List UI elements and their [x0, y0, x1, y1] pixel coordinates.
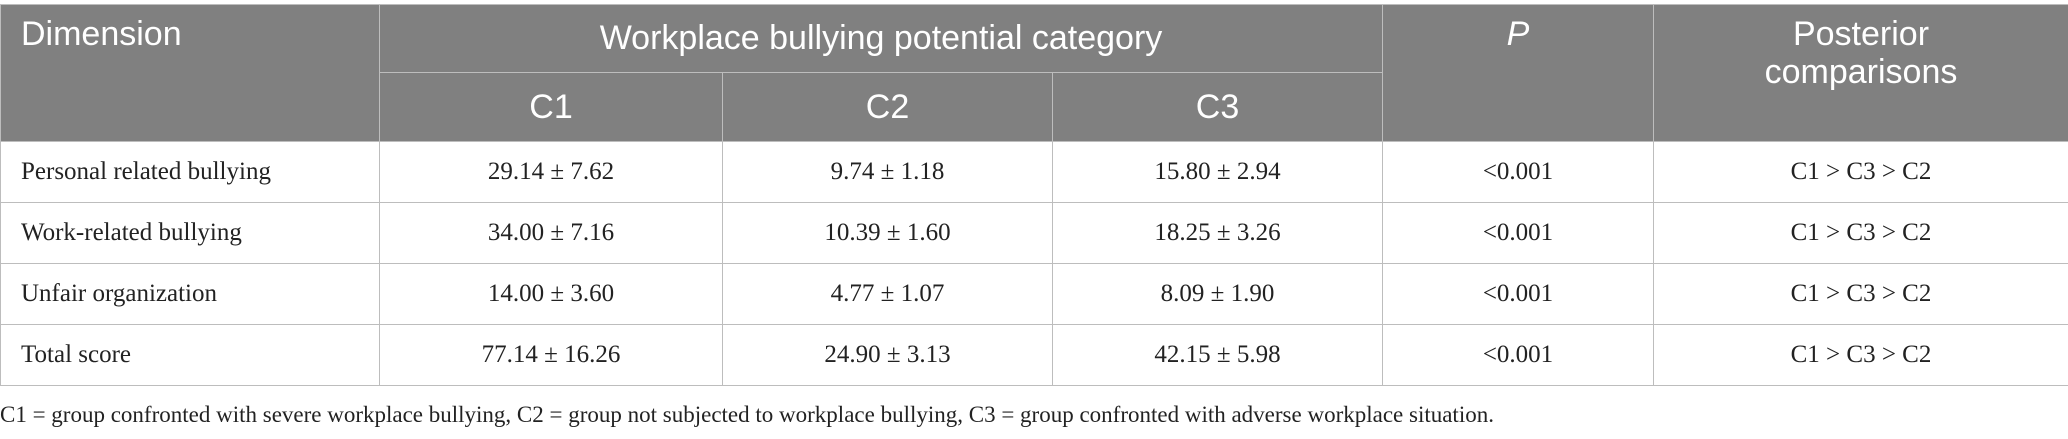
results-table-container: Dimension Workplace bullying potential c… — [0, 4, 2068, 386]
row-c3-value: 8.09 ± 1.90 — [1052, 263, 1383, 325]
row-c1-value: 77.14 ± 16.26 — [379, 324, 723, 386]
table-body: Personal related bullying 29.14 ± 7.62 9… — [0, 141, 2068, 386]
row-p-value: <0.001 — [1382, 324, 1654, 386]
header-p: P — [1382, 4, 1654, 142]
table-row: Work-related bullying 34.00 ± 7.16 10.39… — [0, 202, 2068, 264]
header-dimension: Dimension — [0, 4, 380, 142]
table-footnote: C1 = group confronted with severe workpl… — [0, 402, 1494, 427]
row-p-value: <0.001 — [1382, 202, 1654, 264]
row-c3-value: 15.80 ± 2.94 — [1052, 141, 1383, 203]
header-posterior-line1: Posterior — [1792, 15, 1930, 53]
row-c1-value: 34.00 ± 7.16 — [379, 202, 723, 264]
header-c3: C3 — [1052, 72, 1383, 142]
header-c2: C2 — [722, 72, 1053, 142]
header-group: Workplace bullying potential category — [379, 4, 1383, 73]
header-posterior-line2: comparisons — [1764, 53, 1958, 91]
row-dimension: Unfair organization — [0, 263, 380, 325]
results-table: Dimension Workplace bullying potential c… — [0, 4, 2068, 386]
row-dimension: Personal related bullying — [0, 141, 380, 203]
header-row-1: Dimension Workplace bullying potential c… — [0, 4, 2068, 142]
row-c2-value: 9.74 ± 1.18 — [722, 141, 1053, 203]
row-c1-value: 29.14 ± 7.62 — [379, 141, 723, 203]
table-row: Personal related bullying 29.14 ± 7.62 9… — [0, 141, 2068, 203]
row-posterior: C1 > C3 > C2 — [1653, 202, 2068, 264]
table-row: Total score 77.14 ± 16.26 24.90 ± 3.13 4… — [0, 324, 2068, 386]
row-dimension: Work-related bullying — [0, 202, 380, 264]
row-c3-value: 42.15 ± 5.98 — [1052, 324, 1383, 386]
table-header: Dimension Workplace bullying potential c… — [0, 4, 2068, 142]
row-posterior: C1 > C3 > C2 — [1653, 141, 2068, 203]
row-p-value: <0.001 — [1382, 141, 1654, 203]
row-c1-value: 14.00 ± 3.60 — [379, 263, 723, 325]
row-dimension: Total score — [0, 324, 380, 386]
row-c2-value: 10.39 ± 1.60 — [722, 202, 1053, 264]
row-c3-value: 18.25 ± 3.26 — [1052, 202, 1383, 264]
row-posterior: C1 > C3 > C2 — [1653, 263, 2068, 325]
row-c2-value: 24.90 ± 3.13 — [722, 324, 1053, 386]
row-p-value: <0.001 — [1382, 263, 1654, 325]
table-row: Unfair organization 14.00 ± 3.60 4.77 ± … — [0, 263, 2068, 325]
header-row-2: C1 C2 C3 — [1, 72, 2068, 142]
row-c2-value: 4.77 ± 1.07 — [722, 263, 1053, 325]
header-posterior: Posterior comparisons — [1653, 4, 2068, 142]
row-posterior: C1 > C3 > C2 — [1653, 324, 2068, 386]
header-c1: C1 — [379, 72, 723, 142]
